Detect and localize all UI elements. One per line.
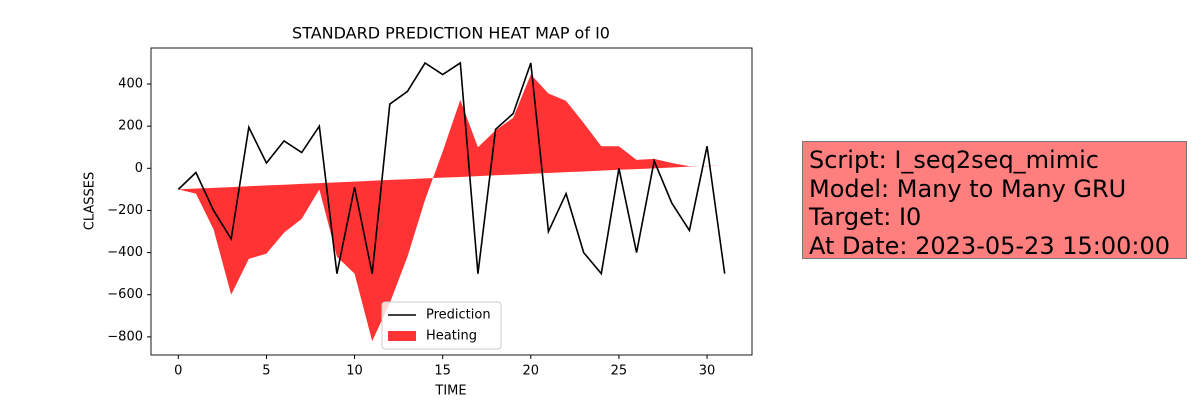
x-tick-label: 0: [174, 364, 182, 379]
legend-swatch: [388, 331, 416, 341]
legend: Prediction Heating: [381, 301, 502, 350]
y-tick-label: −400: [107, 245, 143, 260]
y-tick-label: 400: [118, 77, 143, 92]
y-axis-label: CLASSES: [83, 172, 98, 230]
y-tick-label: −200: [107, 203, 143, 218]
chart-title: STANDARD PREDICTION HEAT MAP of I0: [292, 24, 610, 43]
annotation-line: Target: I0: [809, 203, 922, 231]
x-tick-label: 10: [346, 364, 363, 379]
y-tick-label: −600: [107, 287, 143, 302]
x-tick-label: 15: [434, 364, 451, 379]
y-tick-label: 200: [118, 119, 143, 134]
prediction-line: [177, 61, 726, 276]
x-tick-label: 25: [611, 364, 628, 379]
plot-frame: [150, 47, 753, 356]
legend-label: Heating: [426, 329, 477, 344]
annotation-line: Model: Many to Many GRU: [809, 174, 1127, 203]
y-tick-label: −800: [107, 329, 143, 344]
x-tick-label: 30: [699, 364, 716, 379]
annotation-box: Script: I_seq2seq_mimic Model: Many to Ma…: [802, 141, 1187, 260]
x-tick-label: 20: [523, 364, 540, 379]
x-axis-label: TIME: [434, 384, 466, 399]
legend-label: Prediction: [426, 308, 491, 323]
x-tick-label: 5: [262, 364, 270, 379]
heating-area: [178, 74, 725, 342]
annotation-line: At Date: 2023-05-23 15:00:00: [809, 231, 1171, 260]
annotation-line: Script: I_seq2seq_mimic: [809, 146, 1099, 174]
y-tick-label: 0: [135, 161, 143, 176]
